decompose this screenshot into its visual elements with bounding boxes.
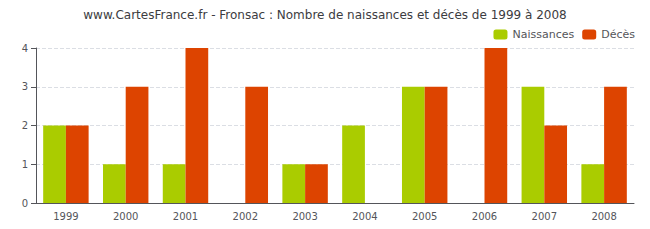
svg-text:3: 3 bbox=[22, 81, 28, 92]
svg-text:1999: 1999 bbox=[53, 211, 78, 222]
svg-text:Décès: Décès bbox=[601, 28, 635, 41]
svg-text:2004: 2004 bbox=[352, 211, 377, 222]
svg-text:2: 2 bbox=[22, 120, 28, 131]
svg-text:2006: 2006 bbox=[472, 211, 497, 222]
svg-text:2007: 2007 bbox=[532, 211, 557, 222]
svg-text:2008: 2008 bbox=[591, 211, 616, 222]
svg-text:1: 1 bbox=[22, 159, 28, 170]
svg-text:2005: 2005 bbox=[412, 211, 437, 222]
svg-text:Naissances: Naissances bbox=[512, 28, 574, 41]
svg-text:2002: 2002 bbox=[233, 211, 258, 222]
svg-text:4: 4 bbox=[22, 43, 28, 54]
svg-text:www.CartesFrance.fr - Fronsac: www.CartesFrance.fr - Fronsac : Nombre d… bbox=[83, 8, 566, 22]
svg-text:2001: 2001 bbox=[173, 211, 198, 222]
svg-text:2000: 2000 bbox=[113, 211, 138, 222]
svg-text:2003: 2003 bbox=[292, 211, 317, 222]
svg-text:0: 0 bbox=[22, 198, 28, 209]
